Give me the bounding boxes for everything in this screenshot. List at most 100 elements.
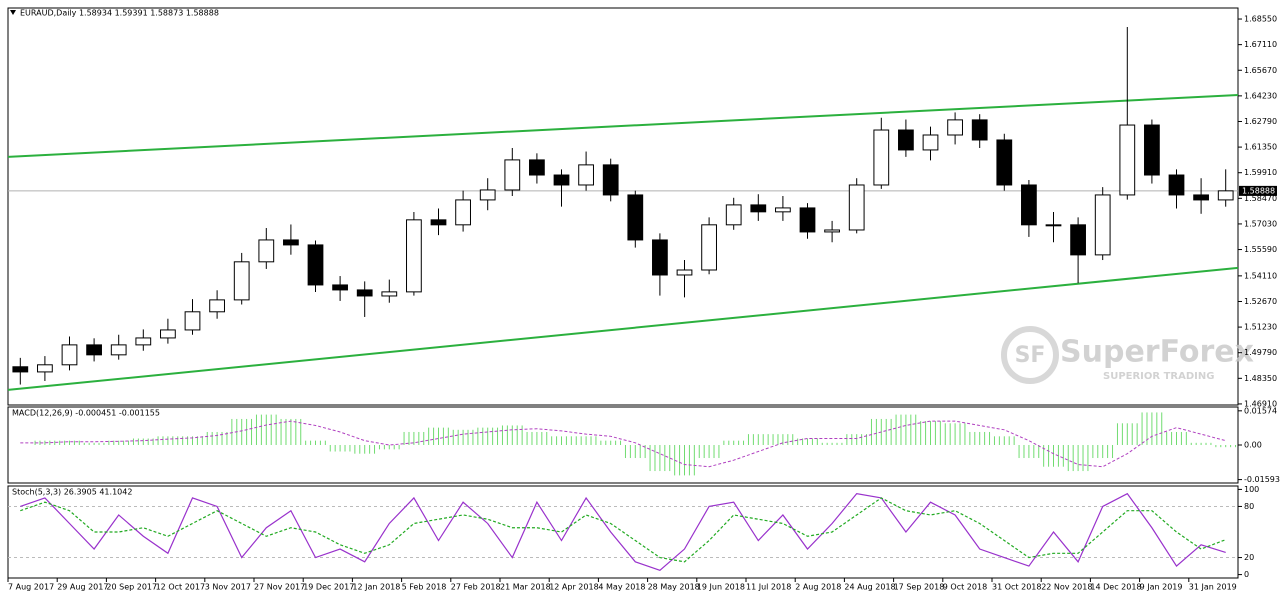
stoch-line — [20, 492, 1226, 572]
stoch-line — [20, 497, 1226, 563]
candle-body — [553, 174, 570, 186]
x-tick-label: 11 Jul 2018 — [746, 583, 791, 592]
trendline — [7, 266, 1239, 391]
candle-body — [1144, 124, 1160, 176]
y-tick-label: 1.65670 — [1244, 66, 1277, 75]
x-tick-label: 19 Dec 2017 — [303, 583, 354, 592]
stoch-title: Stoch(5,3,3) 26.3905 41.1042 — [12, 488, 132, 497]
candle-body — [1217, 190, 1234, 201]
main-panel — [7, 7, 1239, 406]
x-tick-label: 24 Aug 2018 — [844, 583, 895, 592]
y-tick-label: 1.64230 — [1244, 91, 1277, 100]
candle-body — [1070, 224, 1086, 256]
x-tick-label: 28 May 2018 — [648, 583, 700, 592]
x-tick-label: 27 Nov 2017 — [254, 583, 305, 592]
candle-body — [652, 239, 668, 276]
candle-body — [184, 311, 201, 331]
candle-body — [1119, 124, 1136, 196]
candle-body — [1168, 174, 1185, 196]
price-label-box — [1239, 185, 1277, 196]
x-tick-label: 31 Oct 2018 — [992, 583, 1041, 592]
y-tick-label: 1.54110 — [1244, 271, 1277, 280]
x-tick-label: 2 Aug 2018 — [795, 583, 841, 592]
candle-body — [381, 291, 398, 297]
macd-title: MACD(12,26,9) -0.000451 -0.001155 — [12, 409, 160, 418]
x-tick-label: 22 Nov 2018 — [1041, 583, 1092, 592]
candle-body — [1021, 184, 1037, 226]
x-tick-label: 12 Jan 2018 — [352, 583, 400, 592]
y-tick-label: 1.51230 — [1244, 323, 1277, 332]
candle-body — [209, 299, 225, 313]
price-label: 1.58888 — [1242, 186, 1275, 195]
x-tick-label: 9 Oct 2018 — [943, 583, 987, 592]
y-tick-label: 0.00 — [1244, 441, 1262, 450]
y-tick-label: 20 — [1244, 553, 1254, 562]
watermark-name: SuperForex — [1060, 335, 1254, 370]
x-tick-label: 29 Aug 2017 — [57, 583, 108, 592]
y-tick-label: -0.01593 — [1244, 475, 1280, 484]
x-tick-label: 14 Dec 2018 — [1090, 583, 1141, 592]
y-tick-label: 1.57030 — [1244, 219, 1277, 228]
y-tick-label: 1.62790 — [1244, 117, 1277, 126]
y-tick-label: 1.55590 — [1244, 245, 1277, 254]
x-tick-label: 5 Feb 2018 — [402, 583, 447, 592]
candle-body — [455, 199, 471, 226]
candle-body — [61, 344, 78, 366]
candle-body — [873, 129, 890, 186]
candle-body — [430, 219, 447, 226]
candle-body — [307, 244, 324, 286]
candle-body — [578, 164, 594, 186]
y-tick-label: 0 — [1244, 570, 1249, 579]
x-tick-label: 20 Sep 2017 — [106, 583, 157, 592]
y-tick-label: 0.01574 — [1244, 406, 1277, 415]
candle-body — [160, 329, 176, 339]
candle-body — [356, 289, 373, 297]
y-tick-label: 1.46910 — [1244, 399, 1277, 408]
x-tick-label: 27 Feb 2018 — [451, 583, 501, 592]
candle-body — [898, 129, 914, 151]
candle-body — [996, 139, 1013, 186]
macd-signal — [20, 420, 1226, 468]
y-tick-label: 1.58470 — [1244, 194, 1277, 203]
candle-body — [922, 134, 939, 151]
x-tick-label: 31 Jan 2019 — [1189, 583, 1237, 592]
logo — [1001, 326, 1059, 384]
x-tick-label: 3 Nov 2017 — [205, 583, 251, 592]
candle-body — [799, 207, 816, 233]
y-tick-label: 1.49790 — [1244, 348, 1277, 357]
chart-title: EURAUD,Daily 1.58934 1.59391 1.58873 1.5… — [20, 9, 219, 18]
candle-body — [529, 159, 545, 176]
candle-body — [701, 224, 717, 271]
x-tick-label: 17 Sep 2018 — [894, 583, 945, 592]
candle-body — [750, 204, 767, 213]
candle-body — [602, 164, 619, 196]
candle-body — [947, 119, 963, 136]
y-tick-label: 100 — [1244, 485, 1259, 494]
candle-body — [848, 184, 865, 231]
menu-arrow[interactable] — [10, 10, 16, 15]
trendline — [7, 93, 1239, 158]
candle-body — [775, 207, 791, 213]
candle-body — [110, 344, 127, 356]
candle-body — [971, 119, 988, 141]
candle-body — [725, 204, 742, 226]
watermark: SF SuperForex SUPERIOR TRADING — [1001, 326, 1254, 384]
y-tick-label: 1.67110 — [1244, 40, 1277, 49]
y-tick-label: 1.68550 — [1244, 15, 1277, 24]
stoch-panel — [7, 485, 1239, 579]
candle-body — [86, 344, 102, 356]
candle-body — [676, 269, 693, 276]
y-tick-label: 1.52670 — [1244, 297, 1277, 306]
candle-body — [12, 366, 29, 373]
x-tick-label: 9 Jan 2019 — [1140, 583, 1183, 592]
x-tick-label: 7 Aug 2017 — [8, 583, 54, 592]
y-tick-label: 1.61350 — [1244, 143, 1277, 152]
y-tick-label: 1.59910 — [1244, 168, 1277, 177]
y-tick-label: 80 — [1244, 502, 1254, 511]
x-tick-label: 21 Mar 2018 — [500, 583, 551, 592]
watermark-tagline: SUPERIOR TRADING — [1103, 371, 1214, 382]
candle-body — [627, 194, 644, 241]
x-tick-label: 12 Apr 2018 — [549, 583, 598, 592]
candle-body — [135, 337, 152, 346]
